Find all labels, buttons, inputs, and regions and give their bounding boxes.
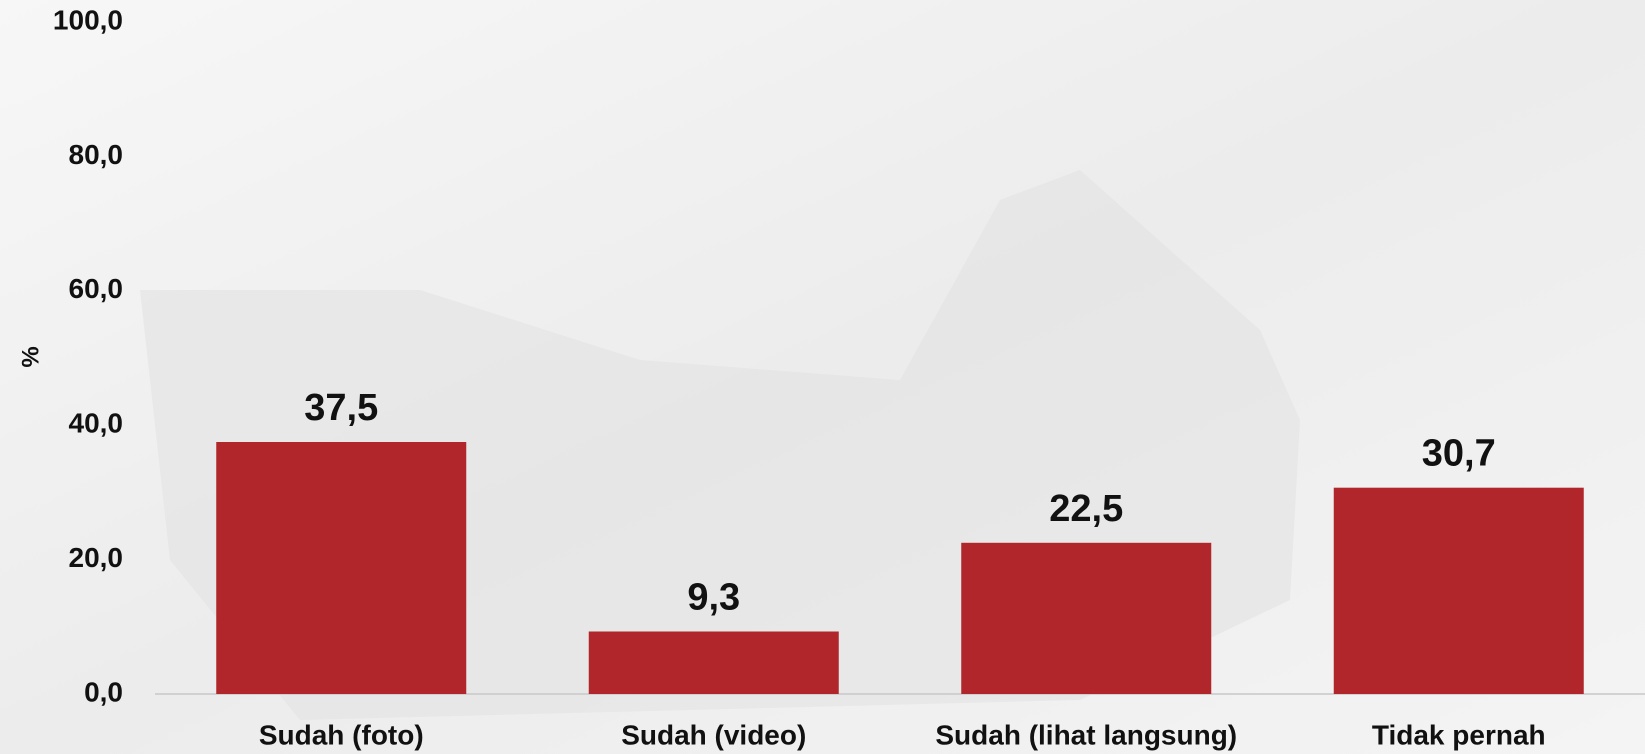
value-label: 37,5 — [304, 387, 378, 429]
x-tick-label: Sudah (foto) — [259, 719, 424, 750]
y-tick-label: 80,0 — [69, 139, 124, 170]
y-tick-label: 100,0 — [53, 4, 123, 35]
value-label: 30,7 — [1422, 433, 1496, 475]
bar — [1334, 488, 1584, 694]
x-tick-label: Sudah (lihat langsung) — [935, 719, 1237, 750]
y-tick-label: 40,0 — [69, 408, 124, 439]
y-tick-label: 20,0 — [69, 542, 124, 573]
bar — [961, 543, 1211, 694]
bar — [589, 632, 839, 694]
y-axis-label: % — [17, 346, 44, 367]
value-label: 9,3 — [687, 577, 740, 619]
y-tick-label: 0,0 — [84, 676, 123, 707]
value-label: 22,5 — [1049, 488, 1123, 530]
y-tick-label: 60,0 — [69, 273, 124, 304]
x-tick-label: Tidak pernah — [1372, 719, 1546, 750]
page: {"chart_data": {"type": "bar", "y_label"… — [0, 0, 1645, 754]
x-tick-label: Sudah (video) — [621, 719, 806, 750]
chart: % 0,0 20,0 40,0 60,0 80,0 100,0 Sudah (foto) 37… — [0, 0, 1645, 754]
bar — [216, 442, 466, 694]
